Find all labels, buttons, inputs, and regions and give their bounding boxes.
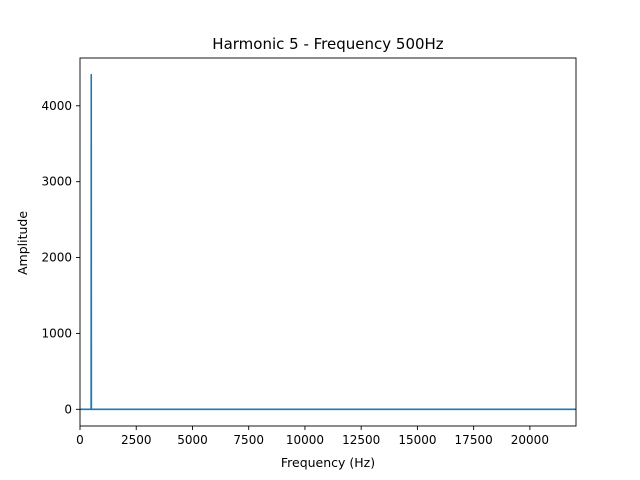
plot-area [79, 57, 577, 427]
y-axis: 0 1000 2000 3000 4000 [41, 99, 80, 416]
x-tick-label: 0 [76, 433, 84, 447]
y-tick-label: 0 [64, 402, 72, 416]
y-tick-label: 3000 [41, 175, 72, 189]
x-axis-label: Frequency (Hz) [281, 455, 375, 470]
x-tick-label: 12500 [342, 433, 380, 447]
x-axis: 0 2500 5000 7500 10000 12500 15000 17500 20000 [76, 426, 549, 447]
chart-title: Harmonic 5 - Frequency 500Hz [212, 35, 444, 53]
plot-frame [79, 57, 577, 427]
y-tick-label: 4000 [41, 99, 72, 113]
x-tick-label: 7500 [233, 433, 264, 447]
x-tick-label: 20000 [511, 433, 549, 447]
x-tick-label: 2500 [121, 433, 152, 447]
x-tick-label: 17500 [455, 433, 493, 447]
y-axis-label: Amplitude [15, 211, 30, 275]
x-tick-label: 15000 [398, 433, 436, 447]
spectrum-series-line [80, 73, 576, 411]
y-tick-label: 1000 [41, 326, 72, 340]
x-tick-label: 10000 [286, 433, 324, 447]
y-tick-label: 2000 [41, 251, 72, 265]
x-tick-label: 5000 [177, 433, 208, 447]
